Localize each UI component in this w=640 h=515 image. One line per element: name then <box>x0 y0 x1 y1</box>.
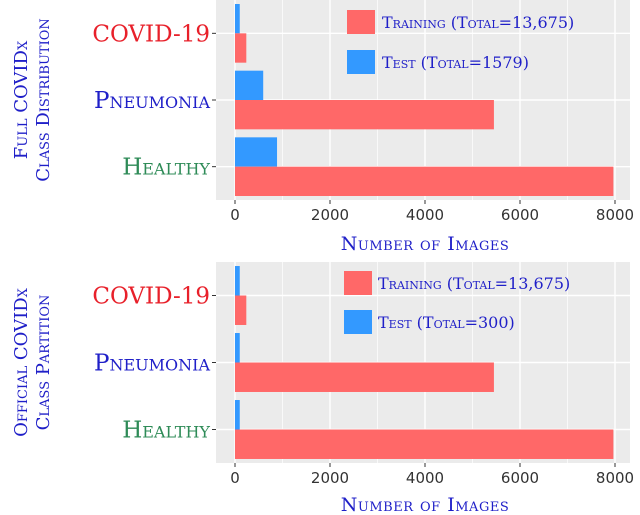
training-bar-healthy <box>235 166 614 196</box>
x-tick-label: 8000 <box>596 206 634 224</box>
training-bar-covid-19 <box>235 33 247 63</box>
category-label: Pneumonia <box>94 351 210 377</box>
category-label: COVID-19 <box>92 21 210 47</box>
official-covidx-panel: 0 2000 4000 6000 8000 COVID-19 Pneumonia Health… <box>11 262 634 515</box>
legend-label-training: Training (Total=13,675) <box>378 274 570 293</box>
x-axis-label: Number of Images <box>341 233 509 255</box>
x-tick-label: 4000 <box>406 206 444 224</box>
x-tick-label: 6000 <box>501 206 539 224</box>
training-bar-healthy <box>235 429 614 459</box>
legend-swatch-test <box>347 50 375 74</box>
legend-swatch-training <box>347 10 375 34</box>
category-label: Healthy <box>122 418 210 444</box>
test-bar-covid-19 <box>235 4 240 34</box>
test-bar-healthy <box>235 137 278 167</box>
y-axis-label-line: Class Partition <box>33 295 54 431</box>
x-tick-label: 0 <box>230 469 240 487</box>
x-tick-label: 2000 <box>311 206 349 224</box>
x-tick-label: 6000 <box>501 469 539 487</box>
test-bar-covid-19 <box>235 266 240 296</box>
training-bar-pneumonia <box>235 362 494 392</box>
legend-swatch-test <box>344 310 372 334</box>
test-bar-pneumonia <box>235 333 240 363</box>
training-bar-pneumonia <box>235 100 494 130</box>
x-tick-label: 2000 <box>311 469 349 487</box>
x-tick-label: 0 <box>230 206 240 224</box>
legend-swatch-training <box>344 271 372 295</box>
full-covidx-panel: 0 2000 4000 6000 8000 COVID-19 Pneumonia Health… <box>11 0 634 255</box>
legend-label-training: Training (Total=13,675) <box>382 13 574 32</box>
y-axis-label: Full COVIDx Class Distribution <box>11 18 54 182</box>
legend-label-test: Test (Total=300) <box>378 313 515 332</box>
legend-label-test: Test (Total=1579) <box>382 53 529 72</box>
y-axis-label-line: Class Distribution <box>33 18 54 182</box>
x-tick-label: 8000 <box>596 469 634 487</box>
test-bar-healthy <box>235 400 240 430</box>
category-label: Pneumonia <box>94 88 210 114</box>
category-label: Healthy <box>122 155 210 181</box>
x-tick-label: 4000 <box>406 469 444 487</box>
y-axis-label-line: Official COVIDx <box>11 287 32 437</box>
y-axis-label: Official COVIDx Class Partition <box>11 287 54 437</box>
x-axis-label: Number of Images <box>341 494 509 515</box>
test-bar-pneumonia <box>235 70 264 100</box>
category-label: COVID-19 <box>92 284 210 310</box>
y-axis-label-line: Full COVIDx <box>11 40 32 159</box>
training-bar-covid-19 <box>235 295 247 325</box>
